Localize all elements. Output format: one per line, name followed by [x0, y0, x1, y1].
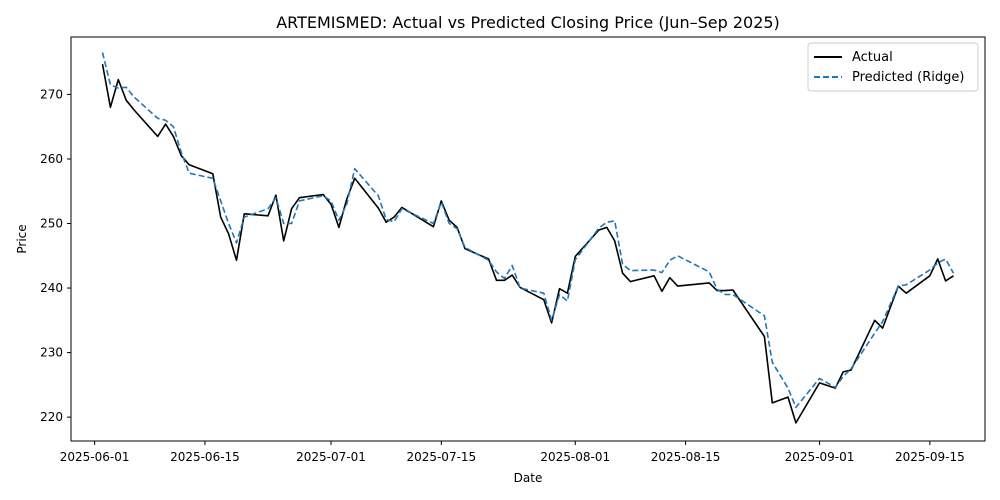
- y-tick-label-5: 270: [40, 87, 63, 101]
- y-tick-label-2: 240: [40, 281, 63, 295]
- x-axis: 2025-06-01 2025-06-15 2025-07-01 2025-07-15…: [60, 441, 965, 464]
- x-axis-label: Date: [514, 471, 543, 485]
- series-line-predicted: [101, 52, 955, 409]
- x-tick-label-2: 2025-07-01: [296, 450, 366, 464]
- plot-frame: [70, 36, 986, 442]
- x-tick-label-0: 2025-06-01: [60, 450, 130, 464]
- x-tick-label-5: 2025-08-15: [651, 450, 721, 464]
- y-tick-label-0: 220: [40, 410, 63, 424]
- y-tick-label-1: 230: [40, 346, 63, 360]
- x-tick-label-3: 2025-07-15: [406, 450, 476, 464]
- legend: Actual Predicted (Ridge): [807, 42, 979, 92]
- y-tick-label-4: 260: [40, 152, 63, 166]
- y-axis: 220 230 240 250 260 270: [40, 87, 71, 424]
- series-layer: [101, 52, 955, 424]
- chart-title: ARTEMISMED: Actual vs Predicted Closing …: [276, 13, 780, 32]
- plot-area: [70, 36, 986, 442]
- x-tick-label-6: 2025-09-01: [785, 450, 855, 464]
- x-tick-label-4: 2025-08-01: [540, 450, 610, 464]
- x-tick-label-1: 2025-06-15: [170, 450, 240, 464]
- legend-label-predicted: Predicted (Ridge): [852, 70, 964, 85]
- y-axis-label: Price: [15, 224, 29, 253]
- y-tick-label-3: 250: [40, 217, 63, 231]
- legend-box: [807, 42, 979, 92]
- series-line-actual: [101, 63, 954, 424]
- legend-label-actual: Actual: [852, 50, 893, 65]
- x-tick-label-7: 2025-09-15: [895, 450, 965, 464]
